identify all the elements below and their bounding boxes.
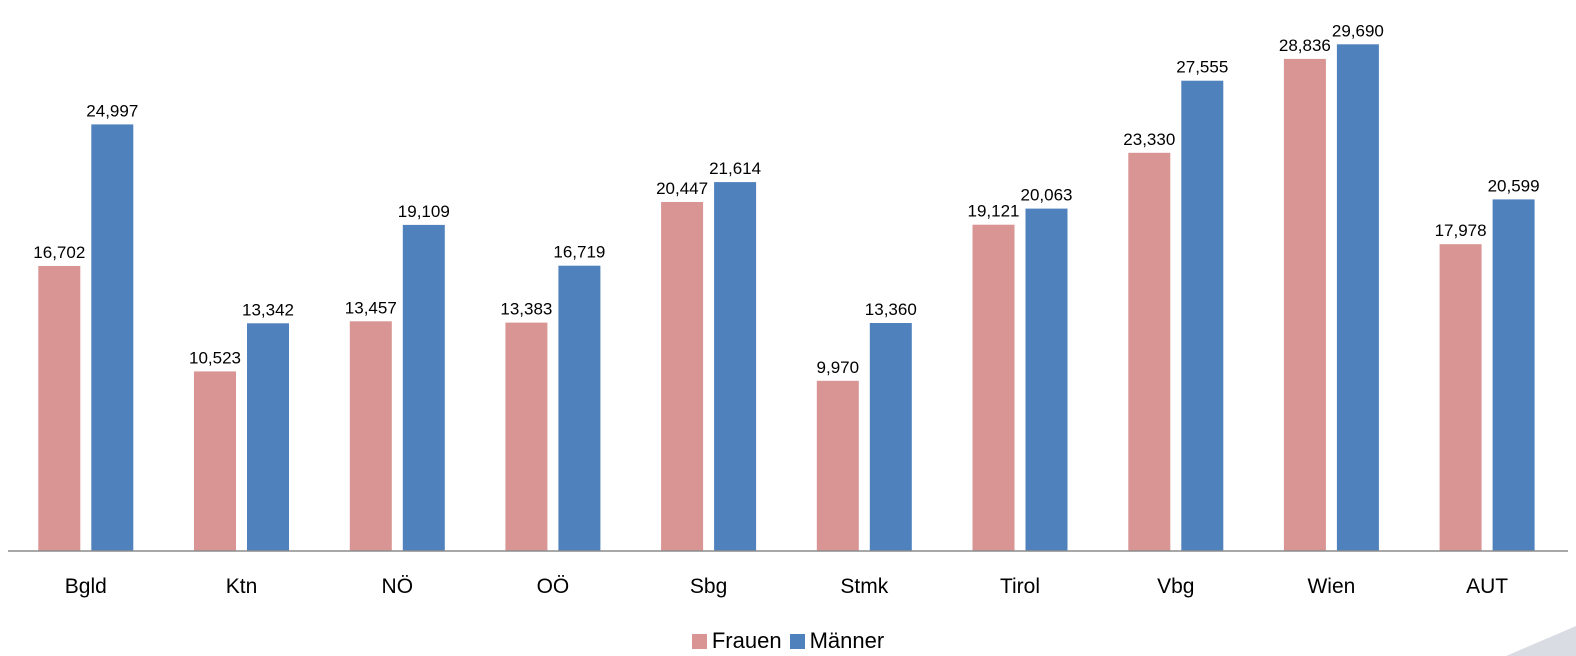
bar-frauen-stmk [816, 380, 859, 551]
data-label-frauen-wien: 28,836 [1279, 36, 1331, 55]
data-label-maenner-wien: 29,690 [1332, 21, 1384, 40]
data-label-frauen-ktn: 10,523 [189, 348, 241, 367]
data-label-frauen-bgld: 16,702 [33, 243, 85, 262]
data-label-maenner-bgld: 24,997 [86, 101, 138, 120]
category-label-wien: Wien [1307, 575, 1355, 598]
category-label-aut: AUT [1466, 575, 1508, 598]
bar-frauen-nö [349, 321, 392, 551]
data-label-frauen-tirol: 19,121 [968, 202, 1020, 221]
data-label-maenner-vbg: 27,555 [1176, 58, 1228, 77]
bar-maenner-aut [1492, 199, 1535, 551]
bar-maenner-bgld [91, 124, 134, 552]
bar-maenner-nö [402, 224, 445, 551]
category-label-nö: NÖ [382, 575, 414, 598]
bar-maenner-tirol [1025, 208, 1068, 551]
data-label-maenner-stmk: 13,360 [865, 300, 917, 319]
data-label-maenner-sbg: 21,614 [709, 159, 761, 178]
corner-decoration [1506, 626, 1576, 656]
legend-swatch-frauen [691, 633, 707, 649]
category-label-sbg: Sbg [690, 575, 727, 598]
bar-maenner-vbg [1181, 80, 1224, 551]
bar-frauen-wien [1283, 58, 1326, 552]
legend-label-frauen: Frauen [711, 628, 782, 653]
data-labels-group: 16,702 24,997 10,523 13,342 13,457 19,109 13,3… [33, 21, 1540, 377]
data-label-maenner-ktn: 13,342 [242, 300, 294, 319]
bar-maenner-oö [558, 265, 601, 551]
category-label-ktn: Ktn [226, 575, 258, 598]
legend-item-frauen: Frauen [691, 628, 782, 654]
legend: Frauen Männer [0, 628, 1576, 654]
data-label-frauen-oö: 13,383 [500, 300, 552, 319]
legend-item-maenner: Männer [789, 628, 885, 654]
bar-maenner-wien [1336, 44, 1379, 552]
bar-frauen-vbg [1128, 152, 1171, 552]
data-label-frauen-nö: 13,457 [345, 298, 397, 317]
category-label-tirol: Tirol [1000, 575, 1040, 598]
category-label-oö: OÖ [537, 575, 570, 598]
category-label-vbg: Vbg [1157, 575, 1194, 598]
data-label-maenner-tirol: 20,063 [1021, 186, 1073, 205]
data-label-frauen-aut: 17,978 [1435, 221, 1487, 240]
bar-frauen-bgld [38, 266, 81, 551]
data-label-maenner-nö: 19,109 [398, 202, 450, 221]
bar-frauen-tirol [972, 224, 1015, 551]
category-label-bgld: Bgld [65, 575, 107, 598]
bar-chart: 16,702 24,997 10,523 13,342 13,457 19,109 13,3… [8, 21, 1568, 598]
bar-frauen-sbg [661, 202, 704, 551]
data-label-maenner-oö: 16,719 [553, 243, 605, 262]
bar-frauen-aut [1439, 244, 1482, 551]
bar-frauen-ktn [194, 371, 236, 551]
bars-group [38, 44, 1535, 552]
bar-frauen-oö [505, 322, 548, 551]
bar-maenner-ktn [247, 323, 289, 551]
category-label-stmk: Stmk [840, 575, 888, 598]
bar-maenner-sbg [714, 182, 757, 551]
data-label-frauen-stmk: 9,970 [817, 358, 860, 377]
legend-swatch-maenner [789, 633, 805, 649]
data-label-frauen-vbg: 23,330 [1123, 130, 1175, 149]
legend-label-maenner: Männer [809, 628, 885, 653]
data-label-maenner-aut: 20,599 [1488, 176, 1540, 195]
data-label-frauen-sbg: 20,447 [656, 179, 708, 198]
category-labels-group: Bgld Ktn NÖ OÖ Sbg Stmk Tirol Vbg Wien AUT [65, 575, 1508, 598]
bar-maenner-stmk [869, 323, 912, 551]
